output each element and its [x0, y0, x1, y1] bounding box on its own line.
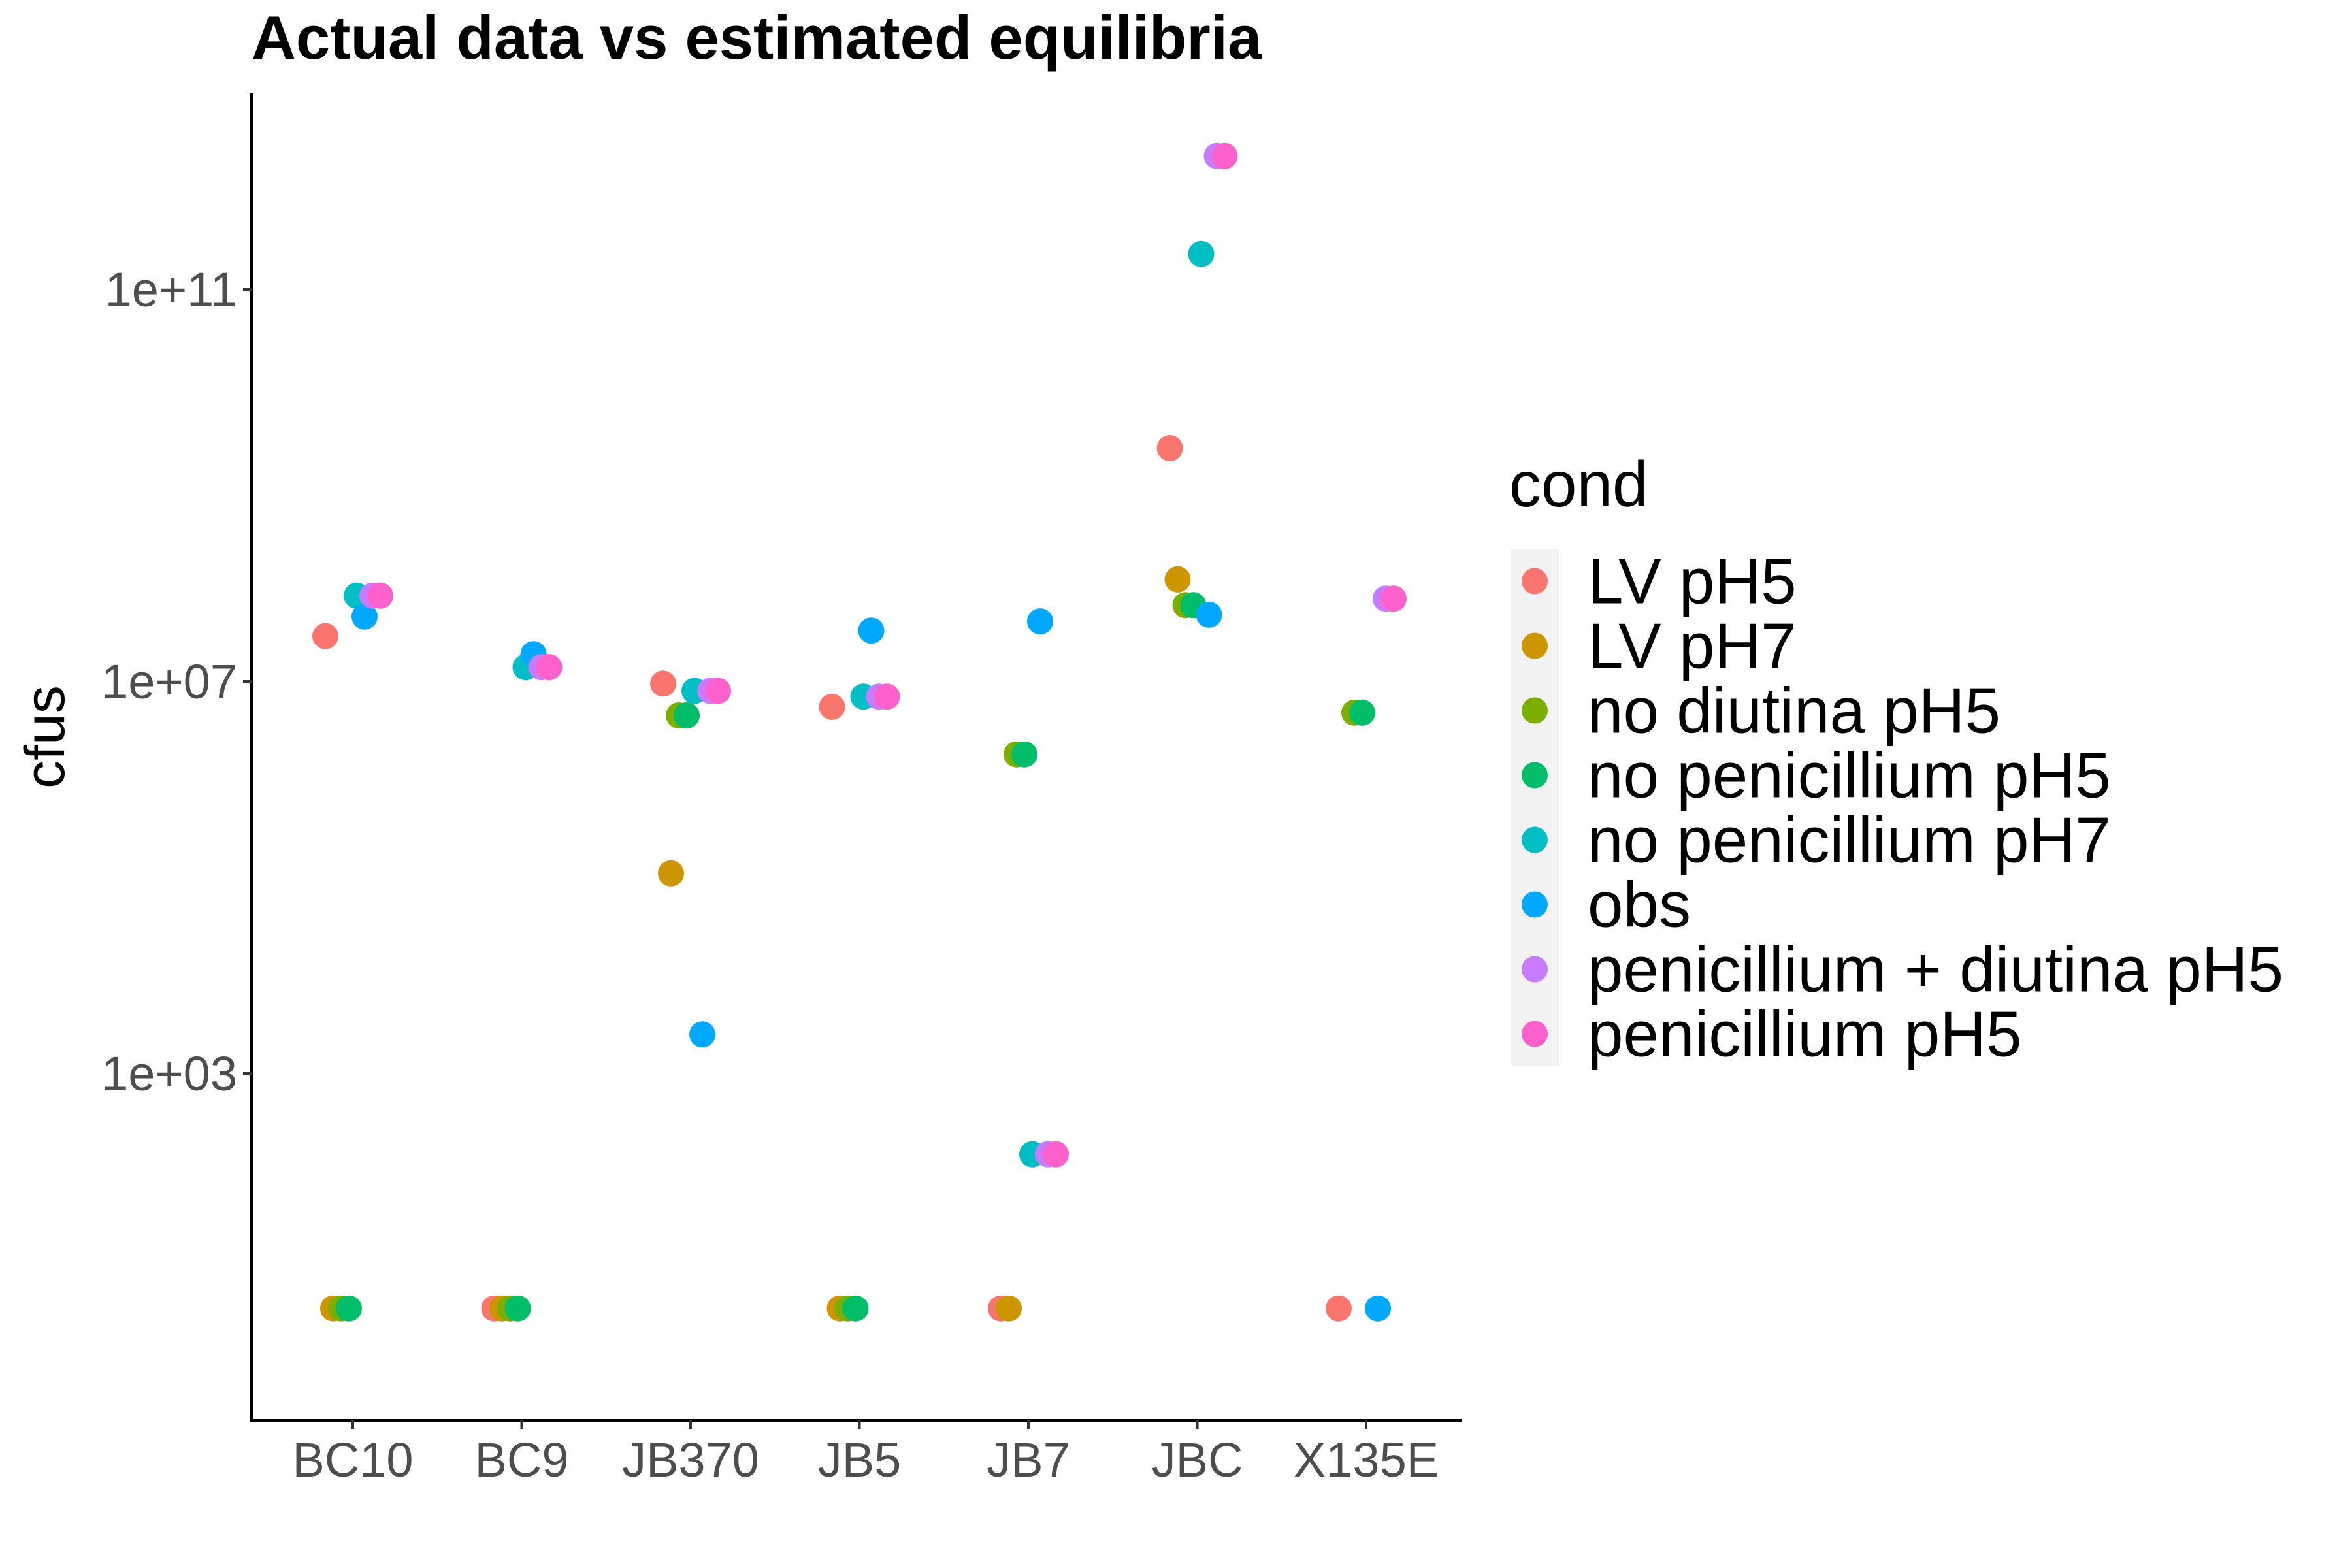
x-tick-label: BC10	[292, 1433, 413, 1487]
legend-key	[1522, 891, 1548, 918]
data-point	[351, 603, 378, 630]
data-point	[504, 1295, 531, 1322]
data-point	[1043, 1141, 1069, 1168]
data-point	[996, 1295, 1022, 1322]
legend-label: penicillium pH5	[1588, 998, 2022, 1070]
legend-key	[1522, 956, 1548, 983]
data-point	[674, 702, 700, 728]
data-point	[1156, 435, 1183, 461]
legend-label: LV pH7	[1588, 610, 1797, 682]
legend-key	[1522, 568, 1548, 595]
x-tick-label: JB7	[987, 1433, 1070, 1487]
data-point	[1196, 601, 1222, 628]
legend-key-background	[1511, 549, 1559, 1066]
data-point	[650, 670, 676, 697]
legend-key	[1522, 826, 1548, 853]
data-point	[689, 1021, 715, 1048]
y-tick-label: 1e+07	[101, 655, 237, 709]
data-point	[1326, 1295, 1352, 1322]
plot-points	[312, 142, 1407, 1322]
legend-key	[1522, 762, 1548, 789]
data-point	[1027, 608, 1053, 635]
data-point	[1011, 741, 1037, 768]
y-tick-label: 1e+11	[105, 263, 237, 317]
x-tick-label: JB370	[622, 1433, 759, 1487]
legend-key	[1522, 632, 1548, 659]
y-axis-title: cfus	[14, 685, 76, 789]
y-axis-ticks: 1e+03 1e+07 1e+11	[101, 263, 252, 1101]
data-point	[819, 693, 845, 720]
data-point	[705, 678, 731, 704]
x-axis-ticks: BC10 BC9 JB370 JB5 JB7 JBC X135E	[292, 1420, 1439, 1487]
data-point	[842, 1295, 869, 1322]
data-point	[1164, 566, 1191, 593]
x-tick-label: X135E	[1294, 1433, 1439, 1487]
data-point	[367, 582, 393, 609]
data-point	[1188, 240, 1215, 267]
y-tick-label: 1e+03	[101, 1047, 237, 1101]
data-point	[312, 623, 338, 649]
legend-label: penicillium + diutina pH5	[1588, 934, 2283, 1005]
legend-label: obs	[1588, 869, 1691, 941]
legend-title: cond	[1509, 448, 1648, 520]
legend-label: LV pH5	[1588, 546, 1797, 617]
data-point	[1211, 142, 1238, 169]
data-point	[536, 654, 563, 681]
data-point	[858, 617, 885, 644]
x-tick-label: JBC	[1152, 1433, 1243, 1487]
data-point	[336, 1295, 362, 1322]
legend-label: no penicillium pH5	[1588, 740, 2111, 811]
legend-label: no penicillium pH7	[1588, 804, 2111, 876]
legend-key	[1522, 1021, 1548, 1047]
data-point	[1349, 699, 1375, 726]
legend-key	[1522, 697, 1548, 724]
chart-title: Actual data vs estimated equilibria	[252, 3, 1262, 72]
data-point	[1380, 585, 1407, 612]
data-point	[658, 860, 684, 887]
x-tick-label: BC9	[475, 1433, 569, 1487]
data-point	[874, 683, 900, 710]
legend-label: no diutina pH5	[1588, 675, 2001, 747]
data-point	[1365, 1295, 1391, 1322]
x-tick-label: JB5	[818, 1433, 902, 1487]
